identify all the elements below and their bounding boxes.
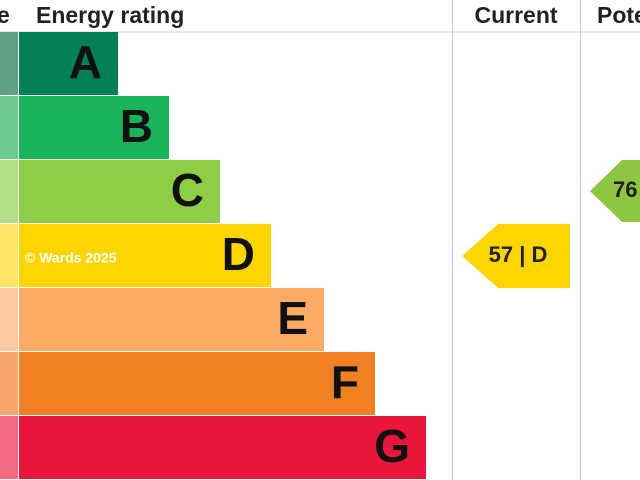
score-strip	[0, 32, 18, 95]
potential-label: 76	[613, 177, 637, 202]
score-strip	[0, 160, 18, 223]
band-letter: D	[222, 228, 255, 280]
score-strip	[0, 224, 18, 287]
score-strip	[0, 416, 18, 479]
rating-band	[19, 32, 118, 95]
watermark: © Wards 2025	[25, 250, 117, 266]
band-letter: B	[120, 100, 153, 152]
score-strip	[0, 288, 18, 351]
potential-arrow	[590, 160, 640, 222]
current-arrow	[462, 224, 570, 288]
rating-header: Energy rating	[36, 2, 184, 28]
score-strip	[0, 352, 18, 415]
rating-band	[19, 352, 375, 415]
potential-header: Pote	[597, 2, 640, 28]
score-strip	[0, 96, 18, 159]
current-label: 57 | D	[489, 242, 548, 267]
rating-band	[19, 96, 169, 159]
band-letter: F	[331, 356, 359, 408]
score-header: e	[0, 2, 10, 28]
band-letter: C	[171, 164, 204, 216]
rating-band	[19, 224, 271, 287]
rating-band	[19, 288, 324, 351]
band-letter: E	[277, 292, 308, 344]
current-header: Current	[474, 2, 557, 28]
band-letter: A	[69, 36, 102, 88]
band-letter: G	[374, 420, 410, 472]
rating-band	[19, 160, 220, 223]
rating-band	[19, 416, 426, 479]
